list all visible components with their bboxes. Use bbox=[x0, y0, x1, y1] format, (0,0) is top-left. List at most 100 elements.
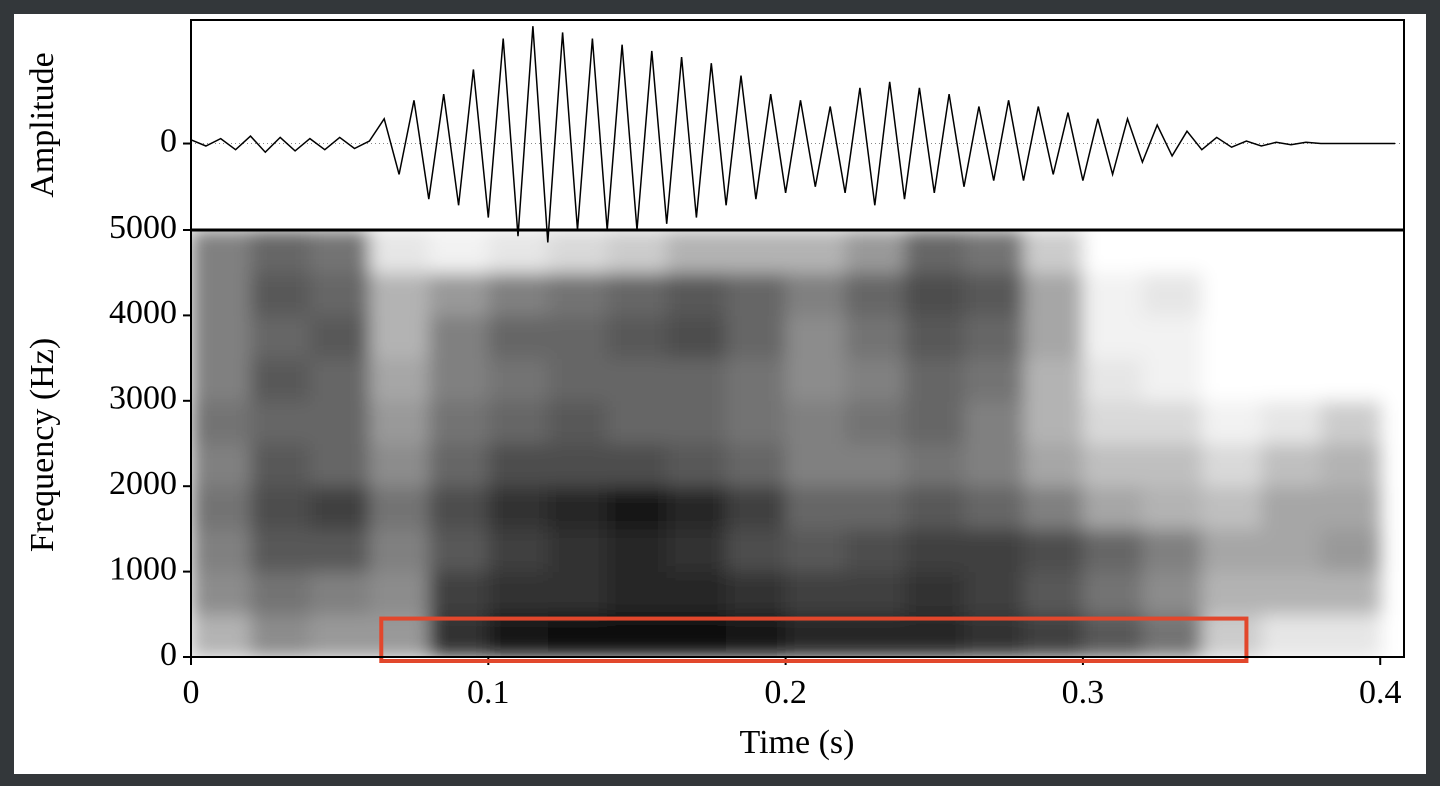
spectrogram-cell bbox=[309, 315, 370, 359]
spectrogram-cell bbox=[428, 400, 489, 444]
spectrogram-cell bbox=[547, 614, 608, 657]
spectrogram-cell bbox=[785, 230, 846, 274]
time-label: Time (s) bbox=[740, 724, 855, 761]
spectrogram-cell bbox=[369, 230, 430, 274]
spectrogram-cell bbox=[369, 443, 430, 487]
spectrogram-cell bbox=[845, 614, 906, 657]
spectrogram-cell bbox=[666, 571, 727, 615]
x-tick-label: 0.3 bbox=[1062, 674, 1105, 711]
amplitude-label: Amplitude bbox=[24, 52, 61, 197]
spectrogram-cell bbox=[963, 443, 1024, 487]
spectrogram-cell bbox=[963, 230, 1024, 274]
spectrogram-cell bbox=[785, 358, 846, 402]
spectrogram-cell bbox=[369, 571, 430, 615]
spectrogram-cell bbox=[1320, 614, 1381, 657]
spectrogram-cell bbox=[428, 486, 489, 530]
spectrogram-cell bbox=[488, 315, 549, 359]
spectrogram-cell bbox=[1023, 315, 1084, 359]
spectrogram-cell bbox=[309, 358, 370, 402]
spectrogram-cell bbox=[666, 443, 727, 487]
frequency-label: Frequency (Hz) bbox=[24, 338, 61, 552]
spectrogram-cell bbox=[845, 315, 906, 359]
spectrogram-cell bbox=[1201, 571, 1262, 615]
spectrogram-cell bbox=[1082, 614, 1143, 657]
spectrogram-cell bbox=[904, 272, 965, 316]
y-tick-label: 4000 bbox=[109, 294, 177, 331]
spectrogram-cell bbox=[1082, 272, 1143, 316]
spectrogram-cell bbox=[309, 443, 370, 487]
spectrogram-cell bbox=[488, 486, 549, 530]
spectrogram-cell bbox=[1142, 230, 1203, 274]
spectrogram-cell bbox=[963, 315, 1024, 359]
spectrogram-cell bbox=[369, 358, 430, 402]
spectrogram-cell bbox=[1320, 358, 1381, 402]
spectrogram-cell bbox=[309, 614, 370, 657]
spectrogram bbox=[191, 230, 1381, 657]
y-tick-label: 0 bbox=[160, 122, 177, 159]
spectrogram-cell bbox=[250, 358, 311, 402]
spectrogram-cell bbox=[1261, 358, 1322, 402]
spectrogram-cell bbox=[309, 486, 370, 530]
spectrogram-cell bbox=[488, 272, 549, 316]
spectrogram-cell bbox=[547, 400, 608, 444]
spectrogram-cell bbox=[1320, 486, 1381, 530]
spectrogram-cell bbox=[369, 614, 430, 657]
spectrogram-cell bbox=[1023, 272, 1084, 316]
waveform bbox=[190, 26, 1396, 243]
spectrogram-cell bbox=[488, 400, 549, 444]
spectrogram-cell bbox=[1142, 358, 1203, 402]
spectrogram-cell bbox=[1201, 528, 1262, 573]
spectrogram-cell bbox=[1320, 315, 1381, 359]
spectrogram-cell bbox=[963, 614, 1024, 657]
spectrogram-cell bbox=[785, 486, 846, 530]
spectrogram-cell bbox=[666, 272, 727, 316]
spectrogram-cell bbox=[607, 400, 668, 444]
spectrogram-cell bbox=[488, 358, 549, 402]
spectrogram-cell bbox=[726, 614, 787, 657]
spectrogram-cell bbox=[904, 358, 965, 402]
spectrogram-cell bbox=[904, 400, 965, 444]
spectrogram-cell bbox=[428, 358, 489, 402]
spectrogram-cell bbox=[1082, 400, 1143, 444]
spectrogram-cell bbox=[1142, 400, 1203, 444]
x-tick-label: 0 bbox=[183, 674, 200, 711]
spectrogram-cell bbox=[1142, 614, 1203, 657]
spectrogram-cell bbox=[607, 230, 668, 274]
spectrogram-cell bbox=[726, 528, 787, 573]
spectrogram-cell bbox=[1201, 230, 1262, 274]
spectrogram-cell bbox=[1142, 486, 1203, 530]
spectrogram-cell bbox=[191, 486, 251, 530]
spectrogram-cell bbox=[845, 443, 906, 487]
spectrogram-cell bbox=[488, 528, 549, 573]
spectrogram-cell bbox=[309, 272, 370, 316]
spectrogram-cell bbox=[191, 315, 251, 359]
spectrogram-cell bbox=[785, 528, 846, 573]
spectrogram-cell bbox=[785, 571, 846, 615]
spectrogram-cell bbox=[666, 358, 727, 402]
spectrogram-cell bbox=[428, 230, 489, 274]
y-tick-label: 5000 bbox=[109, 209, 177, 246]
spectrogram-cell bbox=[1023, 528, 1084, 573]
spectrogram-cell bbox=[845, 400, 906, 444]
spectrogram-cell bbox=[1201, 315, 1262, 359]
spectrogram-cell bbox=[547, 571, 608, 615]
spectrogram-cell bbox=[547, 272, 608, 316]
highlight-box bbox=[379, 616, 1249, 664]
spectrogram-cell bbox=[607, 486, 668, 530]
spectrogram-cell bbox=[1320, 272, 1381, 316]
spectrogram-cell bbox=[963, 358, 1024, 402]
spectrogram-cell bbox=[428, 571, 489, 615]
spectrogram-cell bbox=[1201, 443, 1262, 487]
spectrogram-cell bbox=[250, 400, 311, 444]
spectrogram-cell bbox=[1082, 528, 1143, 573]
spectrogram-cell bbox=[1023, 230, 1084, 274]
spectrogram-cell bbox=[191, 400, 251, 444]
spectrogram-cell bbox=[963, 571, 1024, 615]
spectrogram-cell bbox=[1201, 614, 1262, 657]
spectrogram-cell bbox=[1023, 443, 1084, 487]
spectrogram-cell bbox=[904, 443, 965, 487]
spectrogram-cell bbox=[607, 614, 668, 657]
spectrogram-cell bbox=[547, 230, 608, 274]
y-tick-label: 1000 bbox=[109, 550, 177, 587]
